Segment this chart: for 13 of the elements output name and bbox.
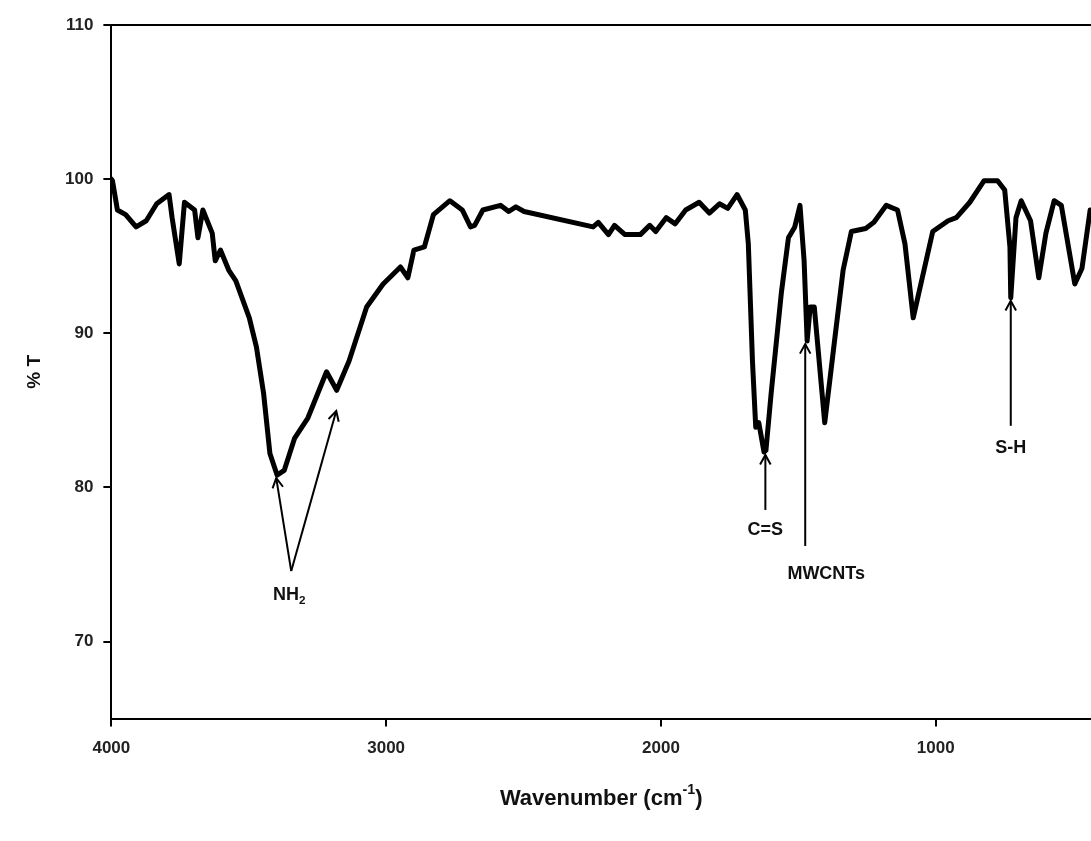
- y-tick-label: 110: [65, 14, 94, 34]
- x-tick-label: 4000: [92, 738, 131, 758]
- y-tick-label: 100: [64, 168, 94, 188]
- annotation: S-H: [995, 436, 1027, 457]
- annotation: C=S: [747, 518, 784, 539]
- y-tick-label: 80: [74, 477, 94, 497]
- x-tick-label: 3000: [367, 738, 406, 758]
- y-axis-title: % T: [23, 354, 45, 389]
- y-tick-label: 70: [74, 631, 94, 651]
- y-tick-label: 90: [74, 322, 94, 342]
- x-tick-label: 1000: [916, 738, 955, 758]
- x-tick-label: 2000: [642, 738, 680, 758]
- annotation: MWCNTs: [787, 562, 866, 583]
